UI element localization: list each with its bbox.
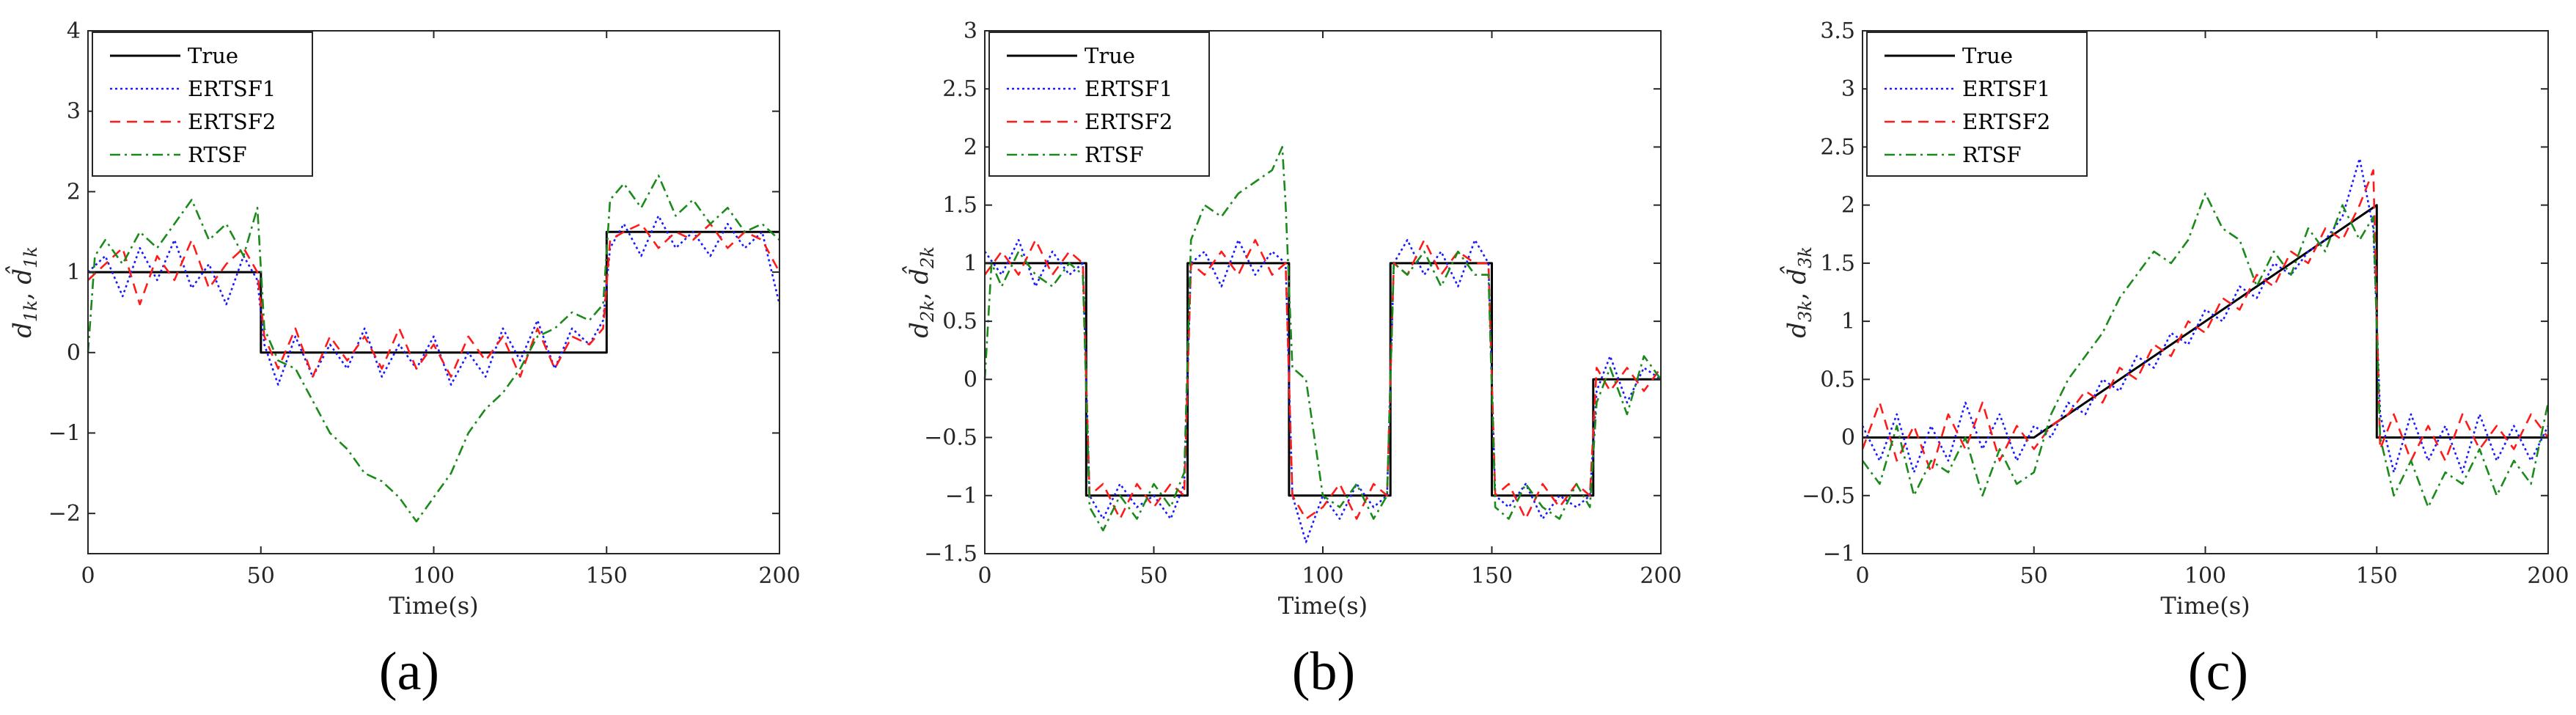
- legend-label-ertsf2: ERTSF2: [1085, 109, 1173, 134]
- y-tick-label: 2: [1841, 193, 1855, 219]
- x-tick-label: 50: [1140, 563, 1167, 589]
- chart-panel-a: 0 50 100 150 200 −2 −1 0 1 2 3 4 Time(s) d1k, d̂1k Tru…: [6, 18, 801, 702]
- y-tick-label: 2.5: [942, 76, 977, 102]
- y-tick-label: 2: [964, 134, 977, 160]
- x-tick-label: 100: [2184, 563, 2226, 589]
- y-tick-label: 4: [67, 18, 81, 44]
- y-tick-label: 1.5: [942, 193, 977, 219]
- y-tick-label: 0: [964, 367, 977, 392]
- x-tick-label: 100: [1302, 563, 1343, 589]
- series-line-true: [88, 230, 779, 354]
- x-tick-label: 50: [247, 563, 275, 589]
- legend: True ERTSF1 ERTSF2 RTSF: [988, 32, 1210, 177]
- y-tick-label: 1: [67, 260, 81, 285]
- x-tick-label: 100: [413, 563, 455, 589]
- x-axis-label: Time(s): [2160, 592, 2250, 620]
- legend-label-true: True: [1085, 43, 1135, 68]
- panel-caption: (b): [1292, 642, 1355, 702]
- y-tick-label: 0: [67, 340, 81, 366]
- y-tick-label: 3.5: [1820, 18, 1855, 44]
- panel-caption: (a): [379, 642, 439, 702]
- series-line-ertsf1: [87, 214, 781, 386]
- y-tick-label: −0.5: [924, 425, 977, 451]
- legend-label-true: True: [1962, 43, 2013, 68]
- x-tick-label: 150: [2356, 563, 2398, 589]
- y-tick-label: −1.5: [924, 541, 977, 567]
- x-tick-label: 150: [1471, 563, 1513, 589]
- legend-label-ertsf1: ERTSF1: [1085, 76, 1173, 101]
- x-axis-label: Time(s): [389, 592, 478, 620]
- legend-label-ertsf1: ERTSF1: [1962, 76, 2050, 101]
- legend-label-ertsf1: ERTSF1: [188, 76, 276, 101]
- series-line-ertsf1: [983, 238, 1662, 543]
- chart-panel-c: 0 50 100 150 200 −1 −0.5 0 0.5 1 1.5 2 2.5 3 3.5 Time(s…: [1780, 18, 2569, 702]
- series-line-ertsf2: [87, 222, 781, 378]
- legend-label-rtsf: RTSF: [1085, 142, 1144, 167]
- x-tick-label: 0: [977, 563, 991, 589]
- x-tick-label: 200: [1640, 563, 1681, 589]
- x-tick-label: 200: [2527, 563, 2569, 589]
- series-line-ertsf2: [983, 238, 1662, 520]
- y-tick-label: −1: [48, 420, 81, 446]
- legend: True ERTSF1 ERTSF2 RTSF: [1866, 32, 2088, 177]
- x-tick-label: 0: [1855, 563, 1869, 589]
- y-tick-label: 3: [1841, 76, 1855, 102]
- legend-label-ertsf2: ERTSF2: [1962, 109, 2050, 134]
- legend-label-rtsf: RTSF: [1962, 142, 2022, 167]
- y-tick-label: −1: [1823, 541, 1855, 567]
- y-tick-label: 2: [67, 179, 81, 205]
- legend-label-ertsf2: ERTSF2: [188, 109, 276, 134]
- y-tick-label: −0.5: [1802, 483, 1855, 509]
- legend-label-true: True: [188, 43, 238, 68]
- y-axis-label: d1k, d̂1k: [6, 246, 41, 338]
- y-tick-label: 3: [964, 18, 977, 44]
- x-tick-label: 150: [586, 563, 628, 589]
- y-axis-label: d2k, d̂2k: [903, 246, 938, 338]
- series-line-rtsf: [87, 175, 780, 523]
- panel-caption: (c): [2188, 642, 2248, 702]
- y-tick-label: 0: [1841, 425, 1855, 451]
- chart-panel-b: 0 50 100 150 200 −1.5 −1 −0.5 0 0.5 1 1.5 2 2.5 3 Time(…: [903, 18, 1682, 702]
- x-axis-label: Time(s): [1278, 592, 1368, 620]
- legend-label-rtsf: RTSF: [188, 142, 247, 167]
- y-tick-label: 1.5: [1820, 251, 1855, 276]
- x-tick-label: 50: [2020, 563, 2048, 589]
- x-tick-label: 200: [758, 563, 800, 589]
- x-tick-label: 0: [81, 563, 95, 589]
- series-line-rtsf: [1861, 192, 2550, 508]
- y-tick-label: 0.5: [942, 309, 977, 334]
- series-line-true: [985, 262, 1661, 497]
- series-line-ertsf2: [1861, 169, 2550, 474]
- legend: True ERTSF1 ERTSF2 RTSF: [92, 32, 313, 177]
- y-tick-label: −2: [48, 501, 81, 527]
- series-line-ertsf1: [1861, 158, 2550, 474]
- y-tick-label: 1: [1841, 309, 1855, 334]
- y-tick-label: 3: [67, 99, 81, 125]
- y-tick-label: 0.5: [1820, 367, 1855, 392]
- y-tick-label: 1: [964, 251, 977, 276]
- y-tick-label: 2.5: [1820, 134, 1855, 160]
- y-tick-label: −1: [945, 483, 977, 509]
- y-axis-label: d3k, d̂3k: [1780, 246, 1816, 338]
- series-line-rtsf: [983, 146, 1662, 532]
